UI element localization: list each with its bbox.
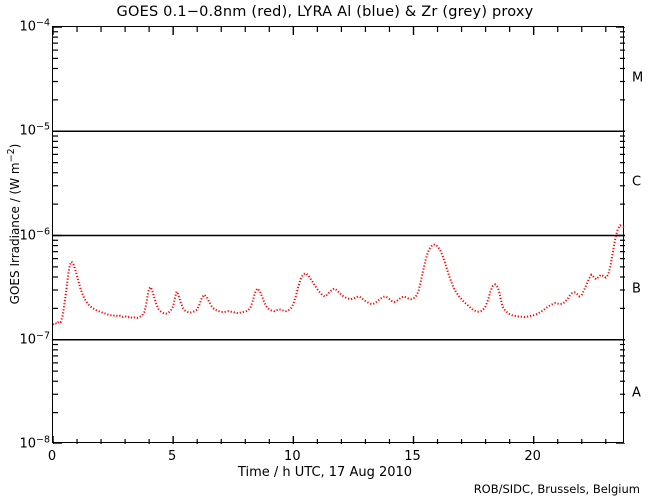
y-tick-label: 10−4 <box>19 17 50 35</box>
plot-area <box>52 26 625 444</box>
plot-svg <box>53 27 625 444</box>
x-axis-title: Time / h UTC, 17 Aug 2010 <box>237 465 413 480</box>
y-tick-label: 10−6 <box>19 225 50 244</box>
flare-class-label-c: C <box>632 174 642 190</box>
y-tick-label: 10−5 <box>19 121 50 139</box>
y-tick-label: 10−7 <box>19 330 50 348</box>
x-tick-label: 15 <box>404 449 421 464</box>
x-tick-label: 10 <box>284 449 301 464</box>
data-series-goes <box>53 224 625 326</box>
y-tick-label: 10−8 <box>19 434 50 452</box>
x-tick-label: 20 <box>524 449 541 464</box>
x-tick-label: 0 <box>47 449 57 464</box>
y-axis-title: GOES Irradiance / (W m−2) <box>6 143 22 305</box>
credit-text: ROB/SIDC, Brussels, Belgium <box>473 482 640 496</box>
flare-class-label-m: M <box>632 70 644 86</box>
flare-class-label-b: B <box>632 281 641 297</box>
chart-title: GOES 0.1−0.8nm (red), LYRA Al (blue) & Z… <box>116 4 534 20</box>
y-axis-tick-labels: 10−8 10−7 10−6 10−5 10−4 <box>0 0 50 500</box>
flare-class-label-a: A <box>632 385 641 401</box>
x-tick-label: 5 <box>168 449 177 464</box>
